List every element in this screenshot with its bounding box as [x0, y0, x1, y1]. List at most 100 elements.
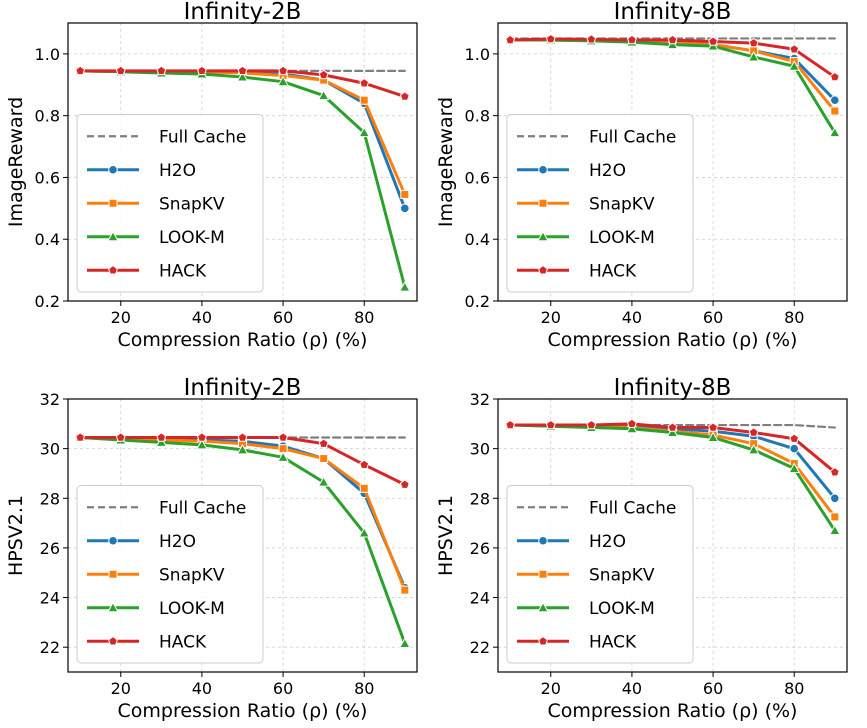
y-tick-label: 0.4: [35, 230, 60, 249]
y-tick-label: 30: [40, 440, 60, 459]
chart-title: Infinity-8B: [614, 375, 732, 401]
legend: Full Cache H2O SnapKV LOOK-M HACK: [76, 114, 264, 293]
x-tick-label: 60: [703, 308, 723, 327]
legend-label: SnapKV: [589, 194, 655, 214]
data-point: [707, 431, 719, 442]
series-hack: [505, 418, 840, 477]
legend-label: LOOK-M: [159, 599, 225, 619]
legend-label: Full Cache: [159, 498, 246, 518]
legend-marker: [108, 164, 118, 175]
x-tick-label: 20: [111, 679, 131, 698]
data-point: [318, 438, 329, 448]
data-point: [196, 438, 208, 450]
legend: Full Cache H2O SnapKV LOOK-M HACK: [506, 114, 694, 293]
y-tick-label: 22: [40, 638, 60, 657]
y-tick-label: 26: [470, 539, 490, 558]
y-tick-label: 24: [470, 589, 490, 608]
y-tick-label: 0.4: [465, 230, 490, 249]
plot-frame: [67, 22, 418, 302]
data-point: [317, 89, 330, 101]
data-point: [398, 281, 411, 292]
legend: Full Cache H2O SnapKV LOOK-M HACK: [506, 485, 694, 664]
legend: Full Cache H2O SnapKV LOOK-M HACK: [76, 485, 264, 664]
x-tick-label: 80: [354, 679, 374, 698]
y-tick-label: 28: [40, 489, 60, 508]
legend-label: H2O: [159, 161, 196, 181]
chart-title: Infinity-8B: [614, 0, 732, 25]
data-point: [277, 451, 289, 462]
data-point: [358, 526, 371, 538]
series-hack: [75, 432, 410, 489]
legend-marker: [538, 265, 548, 275]
data-point: [400, 585, 410, 595]
data-point: [400, 203, 410, 214]
series-look-m: [74, 431, 411, 648]
legend-label: Full Cache: [589, 498, 676, 518]
y-tick-label: 0.8: [465, 107, 490, 126]
data-point: [278, 432, 289, 442]
data-point: [747, 443, 760, 455]
legend-label: H2O: [589, 532, 626, 552]
data-point: [747, 50, 760, 62]
data-point: [667, 34, 678, 45]
data-point: [196, 432, 207, 442]
legend-box: [506, 114, 694, 293]
legend-marker: [107, 230, 119, 242]
y-axis-label: ImageReward: [5, 97, 27, 227]
y-tick-label: 0.2: [35, 292, 60, 311]
x-tick-label: 40: [622, 679, 642, 698]
data-point: [789, 44, 800, 54]
x-tick-label: 60: [273, 679, 293, 698]
x-tick-label: 60: [703, 679, 723, 698]
x-tick-label: 20: [541, 679, 561, 698]
x-tick-label: 80: [784, 679, 804, 698]
data-point: [586, 419, 597, 430]
legend-label: Full Cache: [159, 127, 246, 147]
data-point: [319, 454, 329, 464]
x-tick-label: 20: [541, 308, 561, 327]
chart-panel-2: 20 40 60 80 0.2 0.4 0.6 0.8 1.0 Infinity-8B Compre…: [435, 0, 848, 351]
legend-marker: [108, 265, 118, 275]
legend-marker: [107, 601, 119, 613]
data-point: [830, 512, 840, 522]
legend-label: HACK: [589, 632, 637, 652]
data-point: [829, 466, 840, 477]
x-tick-label: 40: [622, 308, 642, 327]
data-point: [626, 34, 637, 45]
x-axis-label: Compression Ratio (ρ) (%): [118, 700, 368, 722]
legend-label: SnapKV: [589, 565, 655, 585]
y-tick-label: 32: [40, 390, 60, 409]
data-point: [155, 436, 168, 447]
data-point: [545, 419, 556, 430]
data-point: [277, 75, 289, 87]
legend-label: SnapKV: [159, 565, 225, 585]
chart-panel-1: 20 40 60 80 0.2 0.4 0.6 0.8 1.0 Infinity-2B Compre…: [5, 0, 418, 351]
legend-label: HACK: [159, 261, 207, 281]
data-point: [156, 65, 167, 76]
legend-marker: [108, 636, 118, 646]
x-tick-label: 80: [354, 308, 374, 327]
data-point: [667, 422, 678, 432]
x-tick-label: 40: [192, 679, 212, 698]
legend-label: HACK: [589, 261, 637, 281]
data-point: [708, 422, 719, 432]
data-point: [196, 65, 207, 76]
data-point: [626, 422, 638, 434]
legend-label: SnapKV: [159, 194, 225, 214]
plot-frame: [67, 398, 418, 673]
y-tick-label: 0.2: [465, 292, 490, 311]
data-point: [156, 432, 167, 442]
legend-label: H2O: [589, 161, 626, 181]
legend-marker: [537, 230, 549, 242]
y-axis-label: HPSV2.1: [435, 495, 457, 576]
data-point: [830, 95, 840, 106]
data-point: [318, 69, 329, 80]
data-point: [358, 126, 371, 138]
data-point: [708, 36, 719, 46]
data-point: [748, 427, 759, 437]
data-point: [317, 476, 330, 487]
data-point: [789, 433, 800, 443]
chart-panel-3: 20 40 60 80 22 24 26 28 30 32 Infinity-2B Compressi…: [5, 375, 418, 722]
